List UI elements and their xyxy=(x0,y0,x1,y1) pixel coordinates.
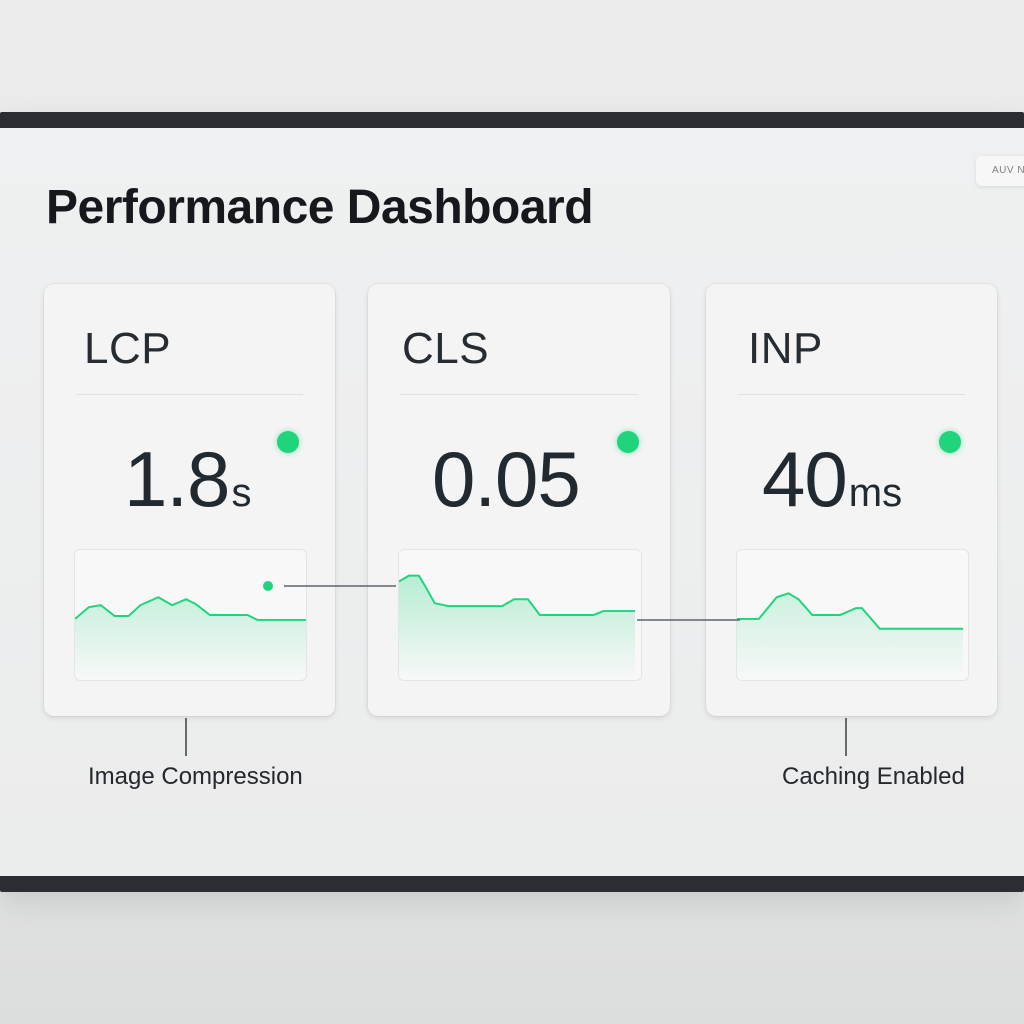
sparkline-panel xyxy=(736,549,969,681)
sparkline-area xyxy=(737,593,964,680)
green-status-dot-icon xyxy=(617,431,639,453)
sparkline-panel xyxy=(74,549,307,681)
card-divider xyxy=(738,394,965,395)
green-status-dot-icon xyxy=(939,431,961,453)
sparkline-line xyxy=(399,574,636,616)
annotation-caching-enabled: Caching Enabled xyxy=(782,763,965,790)
metric-label: CLS xyxy=(402,324,490,373)
metric-card-lcp[interactable]: LCP 1.8s xyxy=(44,284,335,716)
metric-value: 40ms xyxy=(762,434,902,525)
dashboard-screen: AUV N Performance Dashboard LCP 1.8s C xyxy=(0,128,1024,876)
metric-card-cls[interactable]: CLS 0.05 xyxy=(368,284,670,716)
metric-value-unit: s xyxy=(231,471,252,515)
sparkline-chart xyxy=(737,592,964,680)
metric-value: 0.05 xyxy=(432,434,582,525)
metric-value-unit: ms xyxy=(848,471,903,515)
sparkline-chart xyxy=(75,596,306,680)
annotation-image-compression: Image Compression xyxy=(88,763,303,790)
sparkline-chart xyxy=(399,574,636,680)
metric-value: 1.8s xyxy=(124,434,251,525)
sparkline-area xyxy=(399,575,636,680)
metric-value-number: 40 xyxy=(762,435,848,523)
metric-label: LCP xyxy=(84,324,172,373)
metric-card-inp[interactable]: INP 40ms xyxy=(706,284,997,716)
sparkline-line xyxy=(75,596,306,621)
card-divider xyxy=(76,394,303,395)
card-divider xyxy=(400,394,638,395)
sparkline-area xyxy=(75,597,306,680)
metric-value-number: 1.8 xyxy=(124,435,230,523)
corner-badge: AUV N xyxy=(976,156,1024,186)
sparkline-line xyxy=(737,592,964,630)
sparkline-panel xyxy=(398,549,642,681)
metric-value-number: 0.05 xyxy=(432,435,581,523)
green-status-dot-icon xyxy=(277,431,299,453)
page-title: Performance Dashboard xyxy=(46,181,594,234)
metric-label: INP xyxy=(748,324,823,373)
